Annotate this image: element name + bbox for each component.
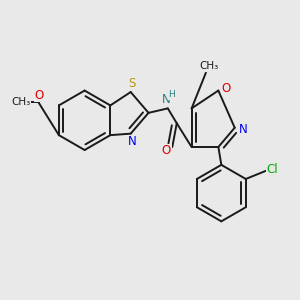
Text: H: H [169, 90, 176, 99]
Text: CH₃: CH₃ [199, 61, 218, 71]
Text: CH₃: CH₃ [11, 98, 30, 107]
Text: O: O [221, 82, 230, 95]
Text: N: N [162, 93, 171, 106]
Text: O: O [34, 88, 44, 101]
Text: S: S [128, 77, 136, 90]
Text: N: N [128, 135, 136, 148]
Text: Cl: Cl [267, 164, 278, 176]
Text: O: O [162, 144, 171, 157]
Text: N: N [239, 123, 248, 136]
